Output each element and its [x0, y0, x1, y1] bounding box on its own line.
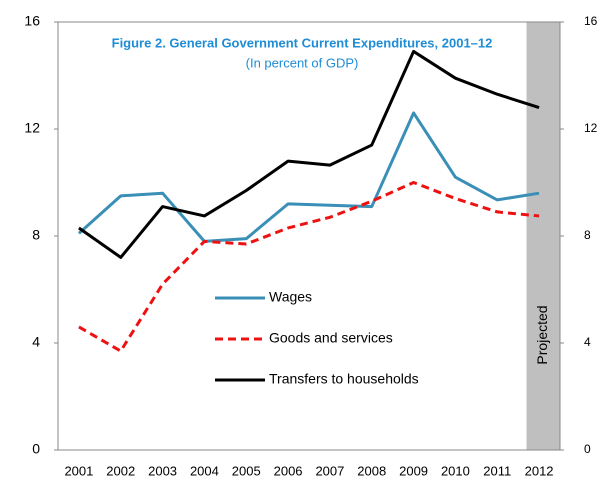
y2-tick-label: 12 [584, 121, 598, 135]
projected-label: Projected [534, 305, 550, 364]
y-tick-label: 8 [32, 227, 40, 243]
x-tick-label: 2005 [232, 463, 261, 478]
x-tick-label: 2003 [148, 463, 177, 478]
x-tick-label: 2006 [274, 463, 303, 478]
series-line [77, 111, 540, 243]
y-tick-label: 4 [32, 334, 40, 350]
chart-title: Figure 2. General Government Current Exp… [112, 35, 493, 50]
x-tick-label: 2004 [190, 463, 219, 478]
x-tick-label: 2007 [315, 463, 344, 478]
x-tick-label: 2002 [106, 463, 135, 478]
legend-label: Transfers to households [269, 371, 419, 387]
y-tick-label: 12 [24, 120, 40, 136]
x-tick-label: 2011 [483, 463, 511, 478]
x-tick-label: 2008 [357, 463, 386, 478]
projected-shade [526, 22, 560, 450]
series-line [78, 181, 540, 353]
x-tick-label: 2001 [64, 463, 93, 478]
series-line [78, 49, 540, 259]
y2-tick-label: 8 [584, 228, 591, 242]
x-tick-label: 2012 [525, 463, 554, 478]
x-tick-label: 2009 [399, 463, 428, 478]
x-tick-label: 2010 [441, 463, 470, 478]
legend-label: Wages [269, 289, 312, 305]
y2-tick-label: 0 [584, 442, 591, 456]
y2-tick-label: 4 [584, 335, 591, 349]
y2-tick-label: 16 [584, 14, 598, 28]
y-tick-label: 0 [32, 441, 40, 457]
chart-subtitle: (In percent of GDP) [246, 55, 359, 70]
legend-label: Goods and services [269, 330, 393, 346]
y-tick-label: 16 [24, 13, 40, 29]
